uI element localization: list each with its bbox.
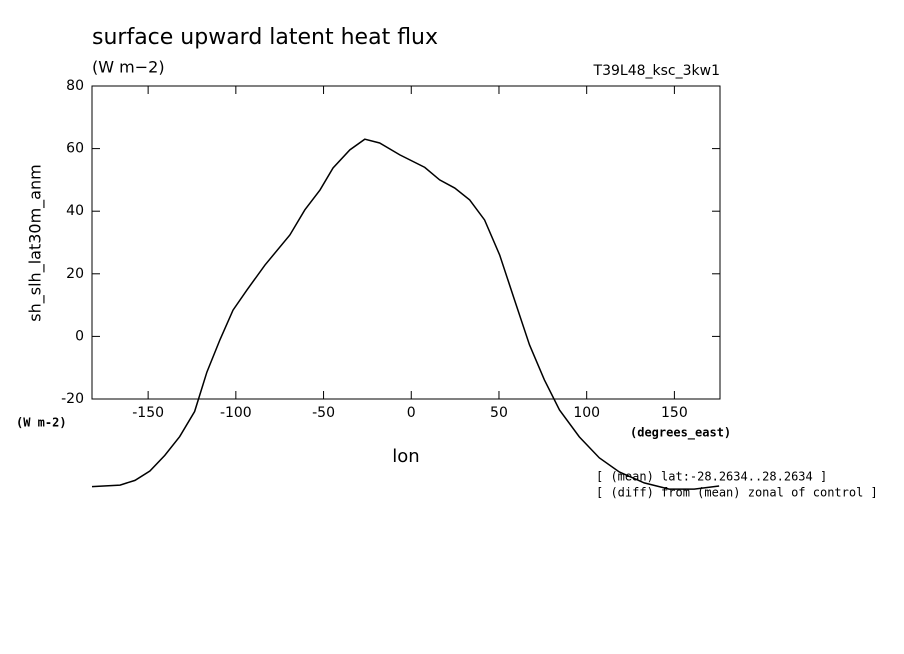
dataset-label: T39L48_ksc_3kw1	[593, 63, 720, 79]
x-tick-label: 100	[573, 405, 600, 421]
units: (W m−2)	[92, 58, 165, 77]
chart-title: surface upward latent heat flux	[92, 25, 438, 50]
y-units: (W m-2)	[16, 416, 67, 430]
x-axis-label: lon	[392, 446, 419, 467]
y-tick-label: 0	[75, 328, 84, 344]
x-tick-label: 50	[490, 405, 508, 421]
plot-frame	[91, 85, 721, 400]
x-tick-label: 0	[407, 405, 416, 421]
data-line	[91, 138, 720, 490]
x-units: (degrees_east)	[630, 426, 731, 441]
y-tick-label: 40	[66, 203, 84, 219]
x-tick-label: -150	[132, 405, 164, 421]
x-tick-label: 150	[661, 405, 688, 421]
y-tick-label: 80	[66, 78, 84, 94]
x-tick-label: -50	[312, 405, 335, 421]
x-tick-label: -100	[220, 405, 252, 421]
note: [ (mean) lat:-28.2634..28.2634 ]	[596, 470, 827, 484]
note: [ (diff) from (mean) zonal of control ]	[596, 486, 878, 500]
y-tick-label: 20	[66, 266, 84, 282]
y-tick-label: -20	[61, 391, 84, 407]
y-tick-label: 60	[66, 141, 84, 157]
y-axis-label: sh_slh_lat30m_anm	[26, 164, 46, 321]
